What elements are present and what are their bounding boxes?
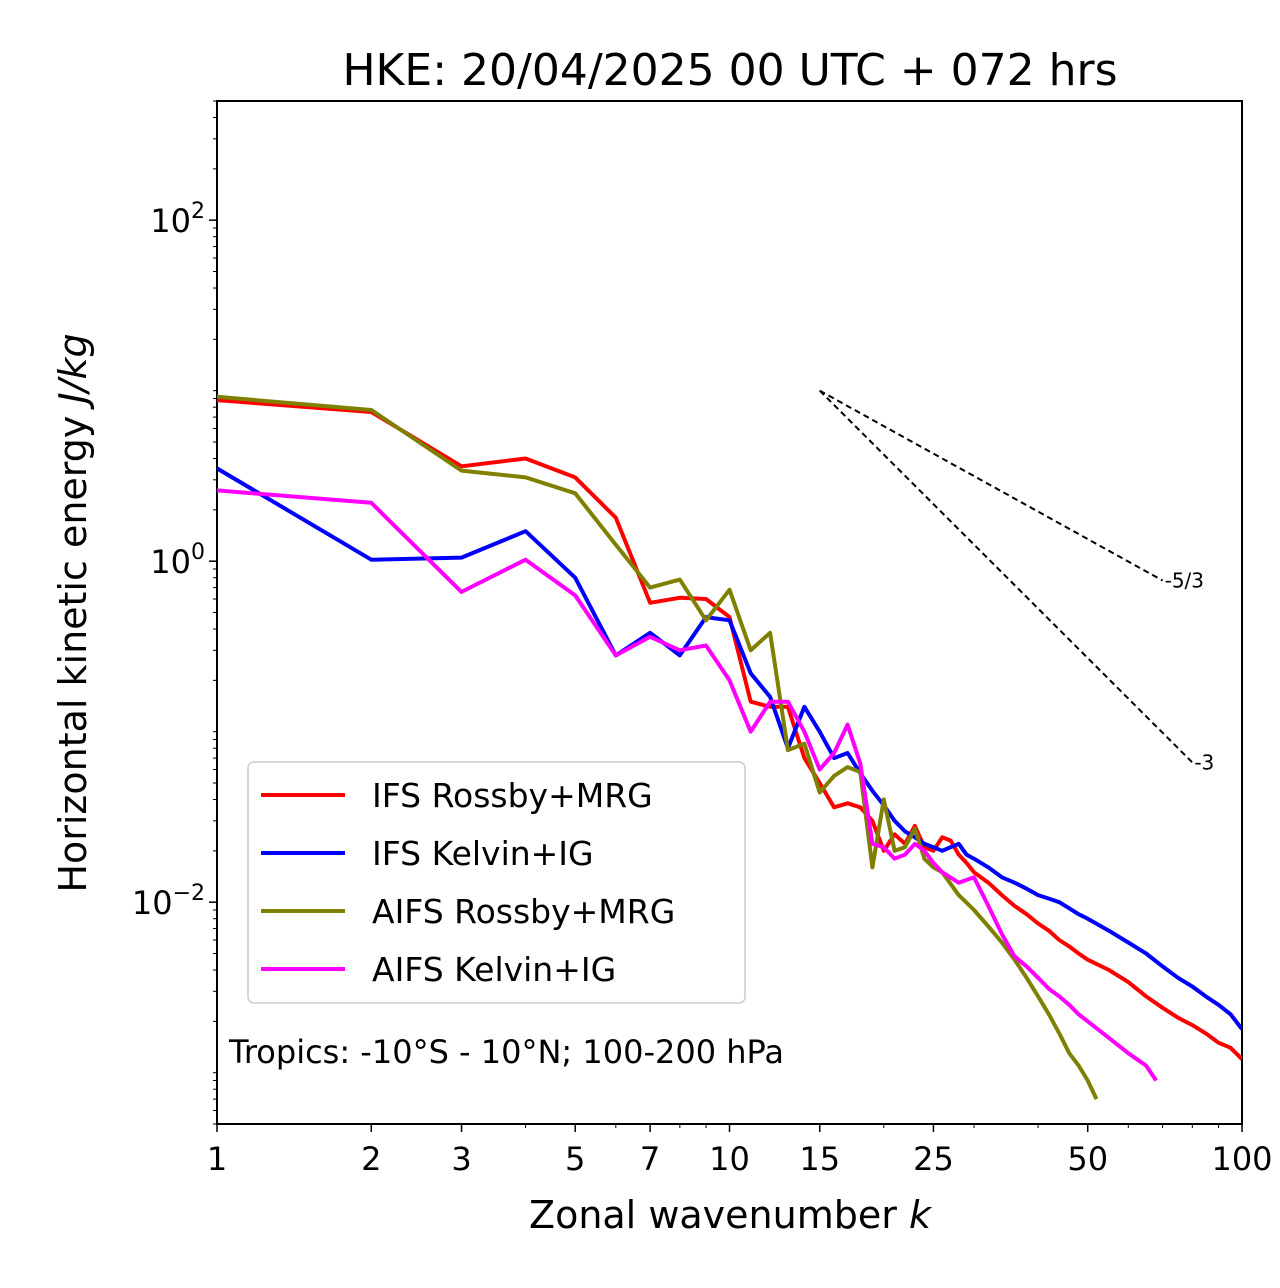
legend-box — [247, 761, 746, 1004]
y-tick-label: 100 — [150, 540, 205, 581]
legend-label: AIFS Rossby+MRG — [372, 892, 675, 931]
x-tick-label: 25 — [913, 1140, 954, 1178]
y-tick-label: 102 — [150, 199, 205, 240]
legend-label: AIFS Kelvin+IG — [372, 950, 616, 989]
reference-slopes: -5/3 -3 — [819, 389, 1214, 774]
series-line — [217, 394, 1099, 1100]
slope-line — [819, 389, 1194, 764]
region-annotation: Tropics: -10°S - 10°N; 100-200 hPa — [228, 1033, 784, 1071]
slope-label: -5/3 — [1165, 569, 1204, 593]
x-tick-label: 10 — [709, 1140, 750, 1178]
series-line — [217, 398, 1242, 1061]
slope-line — [819, 389, 1164, 582]
x-axis-label: Zonal wavenumber k — [529, 1193, 933, 1237]
y-axis-label-unit: J/kg — [51, 333, 95, 410]
x-axis-label-var: k — [909, 1193, 933, 1237]
x-tick-label: 2 — [361, 1140, 381, 1178]
chart-title: HKE: 20/04/2025 00 UTC + 072 hrs — [342, 45, 1117, 96]
y-tick-label: 10−2 — [132, 881, 205, 922]
legend-label: IFS Kelvin+IG — [372, 834, 594, 873]
y-axis-label-text: Horizontal kinetic energy — [51, 416, 95, 893]
x-tick-label: 5 — [565, 1140, 585, 1178]
x-tick-label: 7 — [640, 1140, 660, 1178]
axis-ticks: 1 2 3 5 7 10 15 25 50 100 10−2 100 102 — [132, 100, 1273, 1178]
x-tick-label: 1 — [207, 1140, 227, 1178]
legend: IFS Rossby+MRG IFS Kelvin+IG AIFS Rossby+M… — [247, 761, 746, 1004]
x-tick-label: 15 — [799, 1140, 840, 1178]
x-tick-label: 50 — [1067, 1140, 1108, 1178]
legend-label: IFS Rossby+MRG — [372, 776, 653, 815]
y-axis-label: Horizontal kinetic energy J/kg — [51, 333, 95, 892]
slope-label: -3 — [1194, 750, 1214, 774]
x-axis-label-text: Zonal wavenumber — [529, 1193, 897, 1237]
x-tick-label: 3 — [451, 1140, 471, 1178]
series-lines — [217, 394, 1242, 1100]
series-line — [217, 488, 1158, 1082]
x-tick-label: 100 — [1211, 1140, 1272, 1178]
